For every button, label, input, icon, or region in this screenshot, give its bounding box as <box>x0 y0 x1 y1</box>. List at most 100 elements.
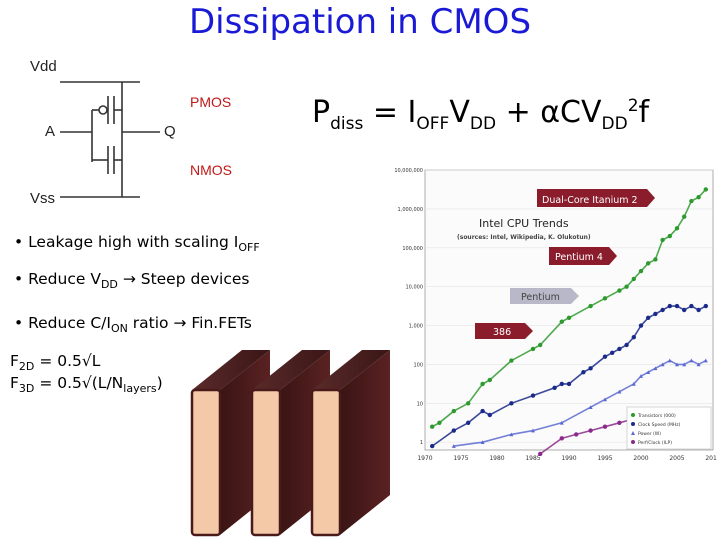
y-tick-label: 1 <box>420 440 423 446</box>
y-tick-label: 1,000 <box>409 324 423 330</box>
data-point <box>509 432 514 437</box>
x-tick-label: 1995 <box>597 455 612 462</box>
data-point <box>689 358 694 363</box>
data-point <box>602 424 608 429</box>
data-point <box>653 257 658 262</box>
x-tick-label: 1990 <box>561 455 576 462</box>
data-point <box>581 370 586 375</box>
data-point <box>624 342 629 348</box>
chart-legend: Transistors (000) Clock Speed (MHz) Powe… <box>626 406 712 450</box>
data-point <box>689 198 694 204</box>
data-point <box>588 428 593 433</box>
data-point <box>674 226 680 231</box>
finfet-block <box>310 350 390 537</box>
data-point <box>603 397 607 402</box>
data-point <box>559 436 564 441</box>
data-point <box>559 381 564 387</box>
data-point <box>682 214 687 219</box>
data-point <box>617 420 622 425</box>
data-point <box>538 451 543 457</box>
data-point <box>696 195 701 200</box>
data-point <box>566 381 572 387</box>
data-point <box>451 428 456 433</box>
data-point <box>689 303 694 309</box>
data-point <box>646 370 651 375</box>
chart-subtitle: (sources: Intel, Wikipedia, K. Olukotun) <box>457 234 591 241</box>
svg-text:Dual-Core Itanium 2: Dual-Core Itanium 2 <box>542 195 638 206</box>
data-point <box>588 405 593 410</box>
data-point <box>631 381 636 386</box>
vdd-label: Vdd <box>30 58 57 75</box>
y-tick-label: 100,000 <box>402 246 423 252</box>
data-point <box>682 362 687 367</box>
svg-text:Pentium: Pentium <box>521 292 560 303</box>
data-point <box>660 362 665 367</box>
callout-386: 386 <box>475 323 533 339</box>
x-tick-label: 1985 <box>525 455 540 462</box>
formula-f3d: F3D = 0.5√(L/Nlayers) <box>10 374 163 396</box>
data-point <box>653 311 658 317</box>
data-point <box>451 408 456 414</box>
bullet-reduce-vdd: • Reduce VDD → Steep devices <box>14 270 250 292</box>
data-point <box>574 432 579 437</box>
data-point <box>559 319 564 324</box>
callout-pentium-4: Pentium 4 <box>549 247 617 265</box>
y-tick-label: 10,000,000 <box>395 168 423 174</box>
svg-text:Clock Speed (MHz): Clock Speed (MHz) <box>638 422 681 428</box>
data-point <box>674 303 680 309</box>
cmos-inverter-schematic <box>60 81 160 198</box>
data-point <box>480 408 485 414</box>
svg-text:Perf/Clock (ILP): Perf/Clock (ILP) <box>638 440 672 446</box>
callout-dual-core-itanium: Dual-Core Itanium 2 <box>537 189 655 207</box>
data-point <box>696 362 701 367</box>
data-point <box>675 362 679 367</box>
data-point <box>430 443 435 449</box>
data-point <box>552 385 557 390</box>
data-point <box>667 303 672 309</box>
data-point <box>588 366 593 371</box>
data-point <box>466 420 471 425</box>
data-point <box>660 237 665 243</box>
bullet-leakage: • Leakage high with scaling IOFF <box>14 233 260 255</box>
data-point <box>566 315 572 320</box>
data-point <box>617 389 622 394</box>
data-point <box>509 358 514 363</box>
x-tick-label: 2010 <box>705 455 717 462</box>
nmos-label: NMOS <box>190 162 232 178</box>
intel-cpu-trends-chart: 1 10 100 1,000 10,000 100,000 1,000,000 10,000,… <box>395 168 717 462</box>
data-point <box>530 393 536 398</box>
data-point <box>617 288 622 293</box>
data-point <box>487 377 492 383</box>
svg-text:Power (W): Power (W) <box>638 431 661 437</box>
data-point <box>682 307 687 313</box>
pmos-label: PMOS <box>190 94 232 110</box>
data-point <box>509 401 514 406</box>
svg-text:386: 386 <box>493 327 511 338</box>
data-point <box>531 428 535 433</box>
data-point <box>703 303 708 309</box>
data-point <box>660 307 665 313</box>
x-tick-label: 1970 <box>417 455 432 462</box>
data-point <box>559 420 564 425</box>
data-point <box>617 346 622 352</box>
data-point <box>646 261 651 266</box>
data-point <box>667 358 672 363</box>
data-point <box>538 342 543 348</box>
x-tick-label: 2000 <box>633 455 648 462</box>
slide-title: Dissipation in CMOS <box>188 2 532 42</box>
data-point <box>480 381 485 387</box>
data-point <box>480 440 485 445</box>
data-point <box>653 366 658 371</box>
data-point <box>703 187 708 192</box>
finfet-block <box>190 350 270 537</box>
formula-f2d: F2D = 0.5√L <box>10 352 101 374</box>
data-point <box>437 420 442 425</box>
chart-title: Intel CPU Trends <box>479 217 569 230</box>
svg-text:Pentium 4: Pentium 4 <box>555 252 603 263</box>
data-point <box>602 354 608 359</box>
y-tick-label: 1,000,000 <box>398 207 423 213</box>
data-point <box>451 444 456 448</box>
data-point <box>696 307 701 313</box>
y-tick-label: 10,000 <box>406 285 424 291</box>
data-point <box>639 374 643 378</box>
